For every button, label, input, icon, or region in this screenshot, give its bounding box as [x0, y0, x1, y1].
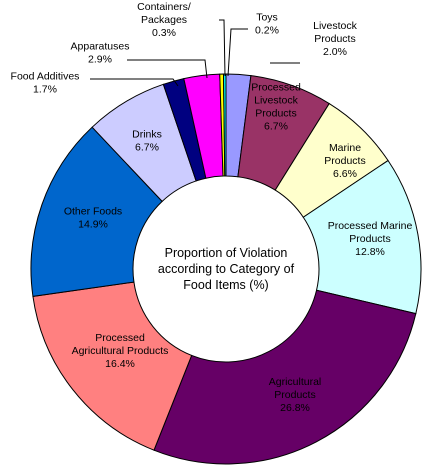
label-processed-livestock-products: Processed Livestock Products 6.7% — [251, 82, 301, 133]
label-agricultural-products: Agricultural Products 26.8% — [269, 376, 322, 414]
leader-line-food-additives — [90, 78, 179, 87]
label-food-additives: Food Additives 1.7% — [11, 71, 80, 96]
label-apparatuses: Apparatuses 2.9% — [71, 41, 130, 66]
leader-lines — [90, 19, 300, 87]
label-drinks: Drinks 6.7% — [132, 129, 162, 154]
label-processed-agricultural-products: Processed Agricultural Products 16.4% — [72, 332, 169, 370]
leader-line-apparatuses — [127, 59, 208, 79]
label-containers-packages: Containers/Packages 0.3% — [137, 1, 191, 39]
chart-slices — [30, 73, 422, 465]
slice-processed-agricultural-products — [32, 281, 193, 451]
slice-labels: Livestock Products 2.0% Processed Livestock P… — [11, 1, 413, 414]
slice-toys — [222, 73, 227, 177]
label-processed-marine-products: Processed Marine Products 12.8% — [328, 220, 413, 258]
label-toys: Toys 0.2% — [255, 12, 279, 37]
label-livestock-products: Livestock Products 2.0% — [313, 20, 358, 58]
center-label: Proportion of Violation according to Cate… — [158, 246, 295, 292]
leader-line-containers-packages — [219, 19, 226, 77]
label-marine-products: Marine Products 6.6% — [324, 142, 365, 180]
slice-other-foods — [30, 126, 163, 297]
label-other-foods: Other Foods 14.9% — [64, 206, 122, 231]
slice-agricultural-products — [153, 289, 417, 465]
leader-line-toys — [227, 28, 248, 77]
